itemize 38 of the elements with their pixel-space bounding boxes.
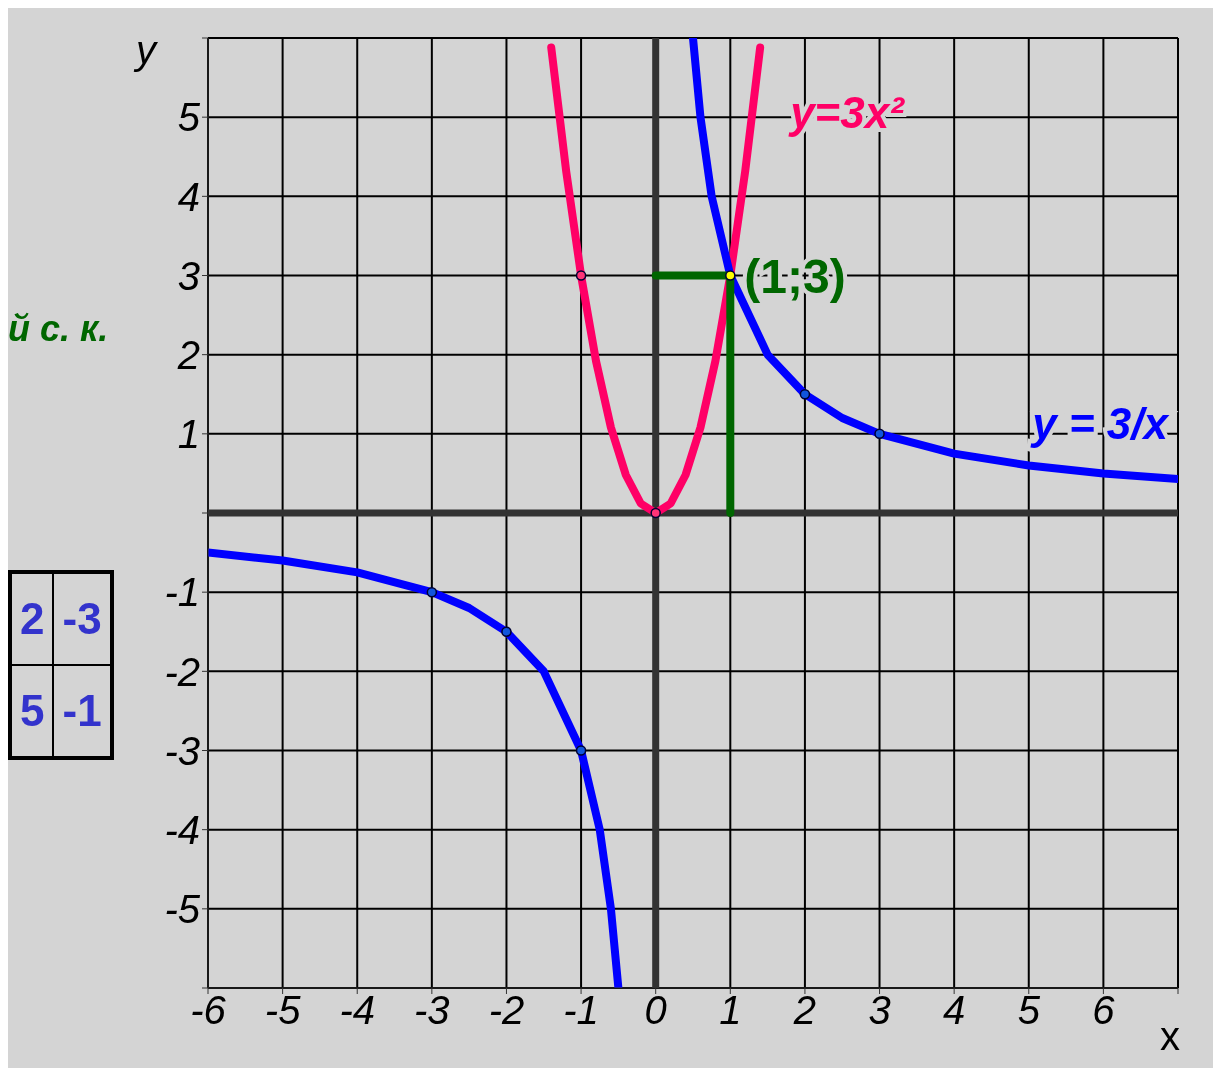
y-tick-label: -2	[164, 649, 200, 694]
x-tick-label: 1	[719, 988, 742, 1033]
y-tick-label: -1	[164, 570, 200, 615]
x-tick-label: -4	[339, 988, 376, 1033]
text: й с. к.	[8, 308, 110, 350]
text: -3	[53, 572, 112, 665]
point	[725, 270, 736, 281]
y-axis-title: y	[133, 28, 159, 73]
y-tick-label: -4	[164, 807, 200, 852]
point	[650, 507, 661, 519]
point	[575, 270, 587, 281]
x-tick-label: 2	[792, 988, 817, 1033]
y-tick-label: 1	[177, 412, 200, 457]
x-tick-label: -2	[488, 988, 525, 1033]
x-tick-label: -5	[264, 988, 302, 1033]
y-tick-label: 3	[177, 253, 200, 298]
y-tick-label: 4	[177, 174, 200, 219]
text: -1	[53, 665, 112, 758]
point	[874, 428, 885, 440]
point	[799, 388, 811, 400]
y-tick-label: 2	[176, 332, 200, 377]
text: 2	[10, 572, 54, 665]
x-tick-label: 0	[644, 988, 667, 1033]
x-tick-label: -3	[414, 988, 450, 1033]
x-tick-label: -6	[190, 988, 227, 1033]
x-tick-label: -1	[563, 988, 599, 1033]
y-tick-label: -3	[164, 728, 200, 773]
x-tick-label: 3	[868, 988, 891, 1033]
x-tick-label: 5	[1017, 988, 1041, 1033]
text: 5	[10, 665, 54, 758]
y-tick-label: -5	[164, 887, 201, 932]
x-axis-title: x	[1160, 1014, 1180, 1058]
x-tick-label: 4	[943, 988, 966, 1033]
point	[501, 626, 512, 638]
x-tick-label: 6	[1092, 988, 1116, 1033]
point	[426, 586, 438, 598]
point	[575, 745, 587, 756]
y-tick-label: 5	[177, 95, 201, 140]
